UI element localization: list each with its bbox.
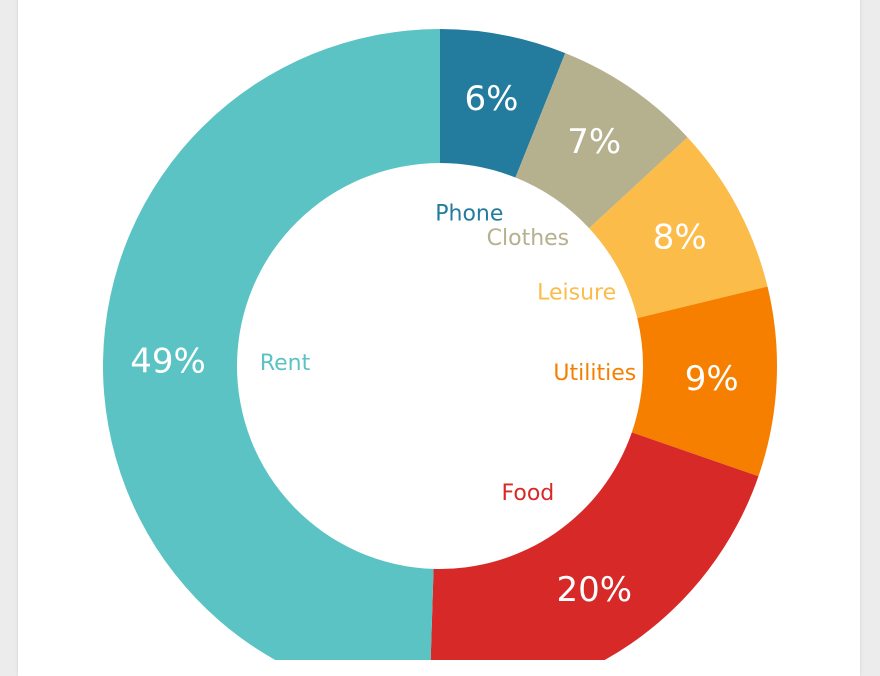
value-labels: 6% 7% 8% 9% 20% 49%: [130, 79, 738, 610]
slice-utilities: [631, 286, 777, 477]
slice-phone: [440, 29, 566, 178]
value-label-leisure: 8%: [653, 218, 707, 258]
category-label-food: Food: [502, 481, 555, 506]
category-label-utilities: Utilities: [553, 361, 636, 386]
slices: [103, 29, 777, 660]
category-label-leisure: Leisure: [537, 280, 616, 305]
slice-rent: [103, 29, 440, 660]
slice-food: [430, 432, 759, 660]
value-label-clothes: 7%: [567, 122, 621, 162]
category-label-clothes: Clothes: [487, 226, 570, 251]
category-label-rent: Rent: [260, 351, 311, 376]
value-label-phone: 6%: [464, 79, 518, 119]
value-label-rent: 49%: [130, 342, 206, 382]
slice-clothes: [515, 53, 688, 229]
slice-leisure: [589, 137, 768, 319]
category-label-phone: Phone: [435, 201, 503, 226]
value-label-utilities: 9%: [685, 359, 739, 399]
value-label-food: 20%: [556, 570, 632, 610]
